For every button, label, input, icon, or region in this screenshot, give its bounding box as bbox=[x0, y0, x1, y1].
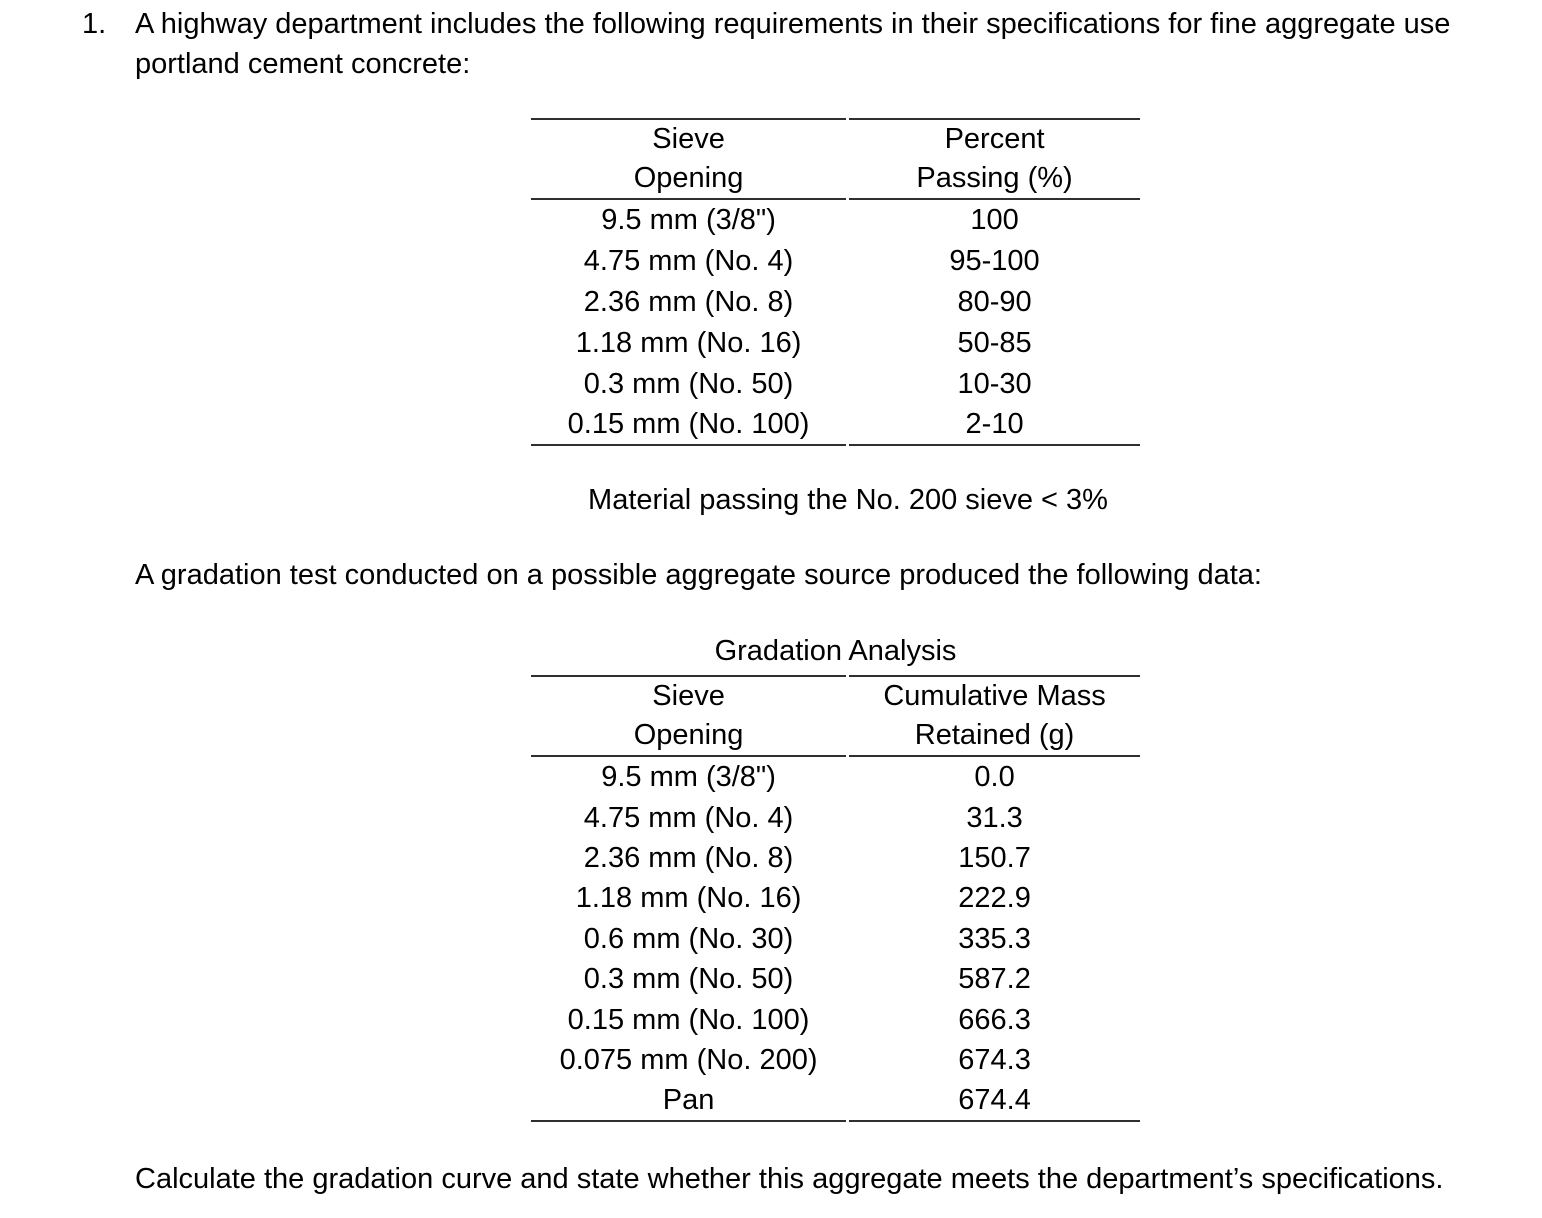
table-row: 9.5 mm (3/8") 100 bbox=[531, 200, 1140, 241]
spec-footnote: Material passing the No. 200 sieve < 3% bbox=[588, 484, 1108, 516]
spec-table-body: 9.5 mm (3/8") 100 4.75 mm (No. 4) 95-100 2.3… bbox=[531, 200, 1140, 446]
table-row: 0.15 mm (No. 100) 666.3 bbox=[531, 999, 1140, 1039]
closing-instruction: Calculate the gradation curve and state … bbox=[135, 1163, 1444, 1195]
list-number: 1. bbox=[82, 8, 107, 40]
table-cell: 9.5 mm (3/8") bbox=[601, 761, 776, 794]
table-cell: 335.3 bbox=[958, 922, 1031, 955]
table-row: 2.36 mm (No. 8) 80-90 bbox=[531, 282, 1140, 323]
table-cell: 1.18 mm (No. 16) bbox=[575, 882, 802, 915]
table-cell: 2.36 mm (No. 8) bbox=[583, 841, 794, 874]
intro-line-2: portland cement concrete: bbox=[135, 48, 471, 80]
table-cell: 1.18 mm (No. 16) bbox=[575, 326, 802, 359]
gradation-header-row: Sieve Opening Cumulative Mass Retained (… bbox=[531, 675, 1140, 757]
table-cell: 2.36 mm (No. 8) bbox=[583, 285, 794, 318]
table-cell: 674.4 bbox=[849, 1080, 1140, 1123]
table-cell: 222.9 bbox=[958, 882, 1031, 915]
table-cell: 80-90 bbox=[957, 285, 1032, 318]
table-cell: 9.5 mm (3/8") bbox=[601, 204, 776, 237]
table-row: 0.15 mm (No. 100) 2-10 bbox=[531, 404, 1140, 446]
table-row: 2.36 mm (No. 8) 150.7 bbox=[531, 838, 1140, 878]
table-row: 4.75 mm (No. 4) 31.3 bbox=[531, 797, 1140, 837]
gradation-analysis-table: Sieve Opening Cumulative Mass Retained (… bbox=[528, 675, 1143, 1123]
table-row: 0.075 mm (No. 200) 674.3 bbox=[531, 1040, 1140, 1080]
table-cell: 674.3 bbox=[958, 1043, 1031, 1076]
table-cell: 100 bbox=[970, 204, 1019, 237]
table-cell: 0.3 mm (No. 50) bbox=[583, 963, 794, 996]
table-cell: Pan bbox=[531, 1080, 847, 1123]
table-cell: 0.15 mm (No. 100) bbox=[567, 1003, 810, 1036]
gradation-col-sieve-opening: Sieve Opening bbox=[531, 675, 847, 757]
table-cell: 0.0 bbox=[974, 761, 1015, 794]
table-cell: 4.75 mm (No. 4) bbox=[583, 801, 794, 834]
table-row: 1.18 mm (No. 16) 50-85 bbox=[531, 322, 1140, 363]
spec-col-percent-passing: Percent Passing (%) bbox=[849, 118, 1140, 200]
table-row: 4.75 mm (No. 4) 95-100 bbox=[531, 241, 1140, 282]
table-row: 0.6 mm (No. 30) 335.3 bbox=[531, 919, 1140, 959]
table-cell: 10-30 bbox=[957, 367, 1032, 400]
problem-statement-text: A highway department includes the follow… bbox=[135, 4, 1450, 84]
gradation-col-cumulative-mass: Cumulative Mass Retained (g) bbox=[849, 675, 1140, 757]
table-cell: 587.2 bbox=[958, 963, 1031, 996]
table-cell: 50-85 bbox=[957, 326, 1032, 359]
problem-statement: 1. A highway department includes the fol… bbox=[82, 4, 1450, 84]
table-row: 0.3 mm (No. 50) 10-30 bbox=[531, 363, 1140, 404]
spec-col-sieve-opening: Sieve Opening bbox=[531, 118, 847, 200]
table-cell: 150.7 bbox=[958, 841, 1031, 874]
spec-requirements-table: Sieve Opening Percent Passing (%) 9.5 mm… bbox=[528, 118, 1143, 446]
table-row: 0.3 mm (No. 50) 587.2 bbox=[531, 959, 1140, 999]
table-cell: 2-10 bbox=[849, 404, 1140, 446]
table-cell: 0.15 mm (No. 100) bbox=[531, 404, 847, 446]
spec-header-row: Sieve Opening Percent Passing (%) bbox=[531, 118, 1140, 200]
table-cell: 31.3 bbox=[966, 801, 1023, 834]
gradation-table-title: Gradation Analysis bbox=[714, 635, 957, 667]
table-cell: 666.3 bbox=[958, 1003, 1031, 1036]
table-row: 9.5 mm (3/8") 0.0 bbox=[531, 757, 1140, 797]
table-cell: 0.075 mm (No. 200) bbox=[559, 1043, 818, 1076]
intro-line-1: A highway department includes the follow… bbox=[135, 8, 1451, 40]
table-cell: 4.75 mm (No. 4) bbox=[583, 245, 794, 278]
gradation-test-statement: A gradation test conducted on a possible… bbox=[135, 559, 1262, 591]
table-row: Pan 674.4 bbox=[531, 1080, 1140, 1123]
table-cell: 0.6 mm (No. 30) bbox=[583, 922, 794, 955]
table-cell: 95-100 bbox=[949, 245, 1040, 278]
table-row: 1.18 mm (No. 16) 222.9 bbox=[531, 878, 1140, 918]
table-cell: 0.3 mm (No. 50) bbox=[583, 367, 794, 400]
gradation-table-body: 9.5 mm (3/8") 0.0 4.75 mm (No. 4) 31.3 2.36 … bbox=[531, 757, 1140, 1123]
